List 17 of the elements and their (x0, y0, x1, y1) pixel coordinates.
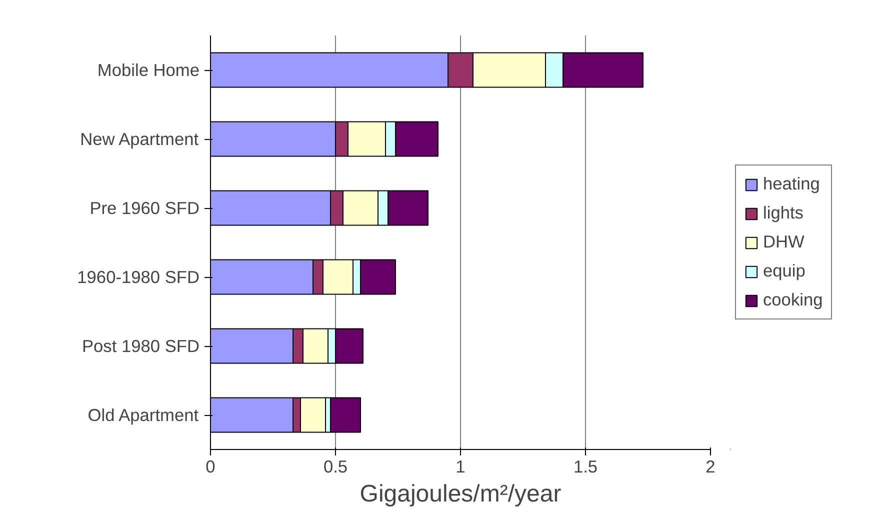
y-tick-label: Old Apartment (88, 405, 199, 425)
legend-label: cooking (763, 290, 823, 310)
y-tick-label: 1960-1980 SFD (77, 267, 200, 287)
x-tick-label: 2 (706, 456, 716, 476)
legend-label: lights (763, 202, 804, 224)
legend-label: heating (763, 174, 820, 194)
y-tick-label: Pre 1960 SFD (90, 198, 200, 218)
x-tick-label: 0 (206, 456, 216, 476)
x-axis-title: Gigajoules/m²/year (360, 480, 562, 508)
y-tick-label: Mobile Home (97, 60, 200, 80)
x-tick-label: 0.5 (323, 456, 348, 476)
x-tick-label: 1 (456, 456, 466, 476)
legend-label: DHW (763, 232, 804, 252)
x-tick-label: 1.5 (573, 456, 598, 476)
y-tick-label: New Apartment (80, 129, 199, 149)
y-tick-label: Post 1980 SFD (82, 336, 200, 356)
legend-label: equip (763, 260, 806, 282)
